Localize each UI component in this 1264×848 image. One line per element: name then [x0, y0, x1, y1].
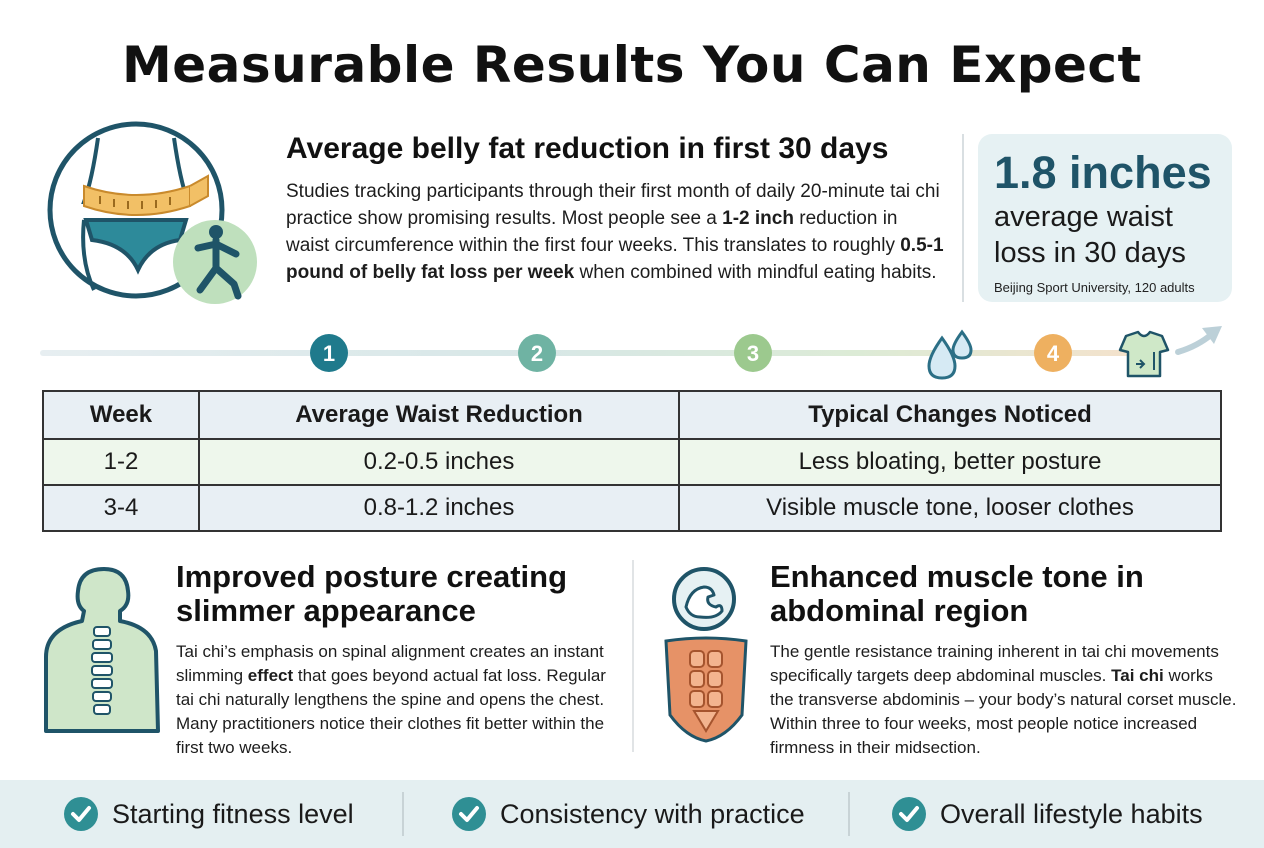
intro-paragraph: Studies tracking participants through th… — [286, 178, 946, 286]
tshirt-icon — [1118, 330, 1170, 378]
muscle-text-2: works the transverse abdominis – your bo… — [770, 666, 1237, 757]
footer-item-label: Starting fitness level — [112, 798, 354, 829]
table-header-row: Week Average Waist Reduction Typical Cha… — [42, 390, 1222, 440]
intro-section: Average belly fat reduction in first 30 … — [286, 132, 946, 286]
stat-value: 1.8 inches — [994, 147, 1212, 198]
timeline-step-1-label: 1 — [323, 341, 335, 366]
muscle-section: Enhanced muscle tone in abdominal region… — [770, 560, 1240, 760]
check-circle-icon — [452, 797, 486, 831]
stat-source: Beijing Sport University, 120 adults — [994, 280, 1195, 295]
table-header-week: Week — [42, 390, 200, 440]
timeline-step-2: 2 — [518, 334, 556, 372]
intro-bold-1: 1-2 inch — [722, 208, 794, 229]
arrow-up-right-icon — [1175, 326, 1222, 355]
table-cell-changes: Visible muscle tone, looser clothes — [678, 484, 1222, 532]
timeline-step-4-label: 4 — [1047, 341, 1060, 366]
posture-text-2: that goes beyond actual fat loss. Regula… — [176, 666, 606, 757]
progress-timeline: 1 2 3 4 — [40, 326, 1222, 380]
footer-item-lifestyle: Overall lifestyle habits — [892, 780, 1203, 848]
table-cell-reduction: 0.8-1.2 inches — [198, 484, 680, 532]
results-table: Week Average Waist Reduction Typical Cha… — [42, 390, 1222, 532]
timeline-step-4: 4 — [1034, 334, 1072, 372]
table-cell-reduction: 0.2-0.5 inches — [198, 438, 680, 486]
muscle-bold-1: Tai chi — [1111, 666, 1164, 685]
stat-label-line1: average waist — [994, 201, 1173, 233]
footer-item-label: Overall lifestyle habits — [940, 798, 1203, 829]
table-cell-week: 3-4 — [42, 484, 200, 532]
table-header-reduction: Average Waist Reduction — [198, 390, 680, 440]
intro-heading: Average belly fat reduction in first 30 … — [286, 132, 889, 165]
water-drops-icon — [927, 329, 973, 380]
timeline-step-3-label: 3 — [747, 341, 759, 366]
check-circle-icon — [64, 797, 98, 831]
spine-posture-icon — [44, 567, 160, 733]
posture-paragraph: Tai chi’s emphasis on spinal alignment c… — [176, 640, 616, 760]
muscle-text-1: The gentle resistance training inherent … — [770, 642, 1219, 685]
timeline-step-2-label: 2 — [531, 341, 543, 366]
intro-text-3: when combined with mindful eating habits… — [574, 262, 937, 283]
posture-text-1: Tai chi’s emphasis on spinal alignment c… — [176, 642, 604, 685]
footer-item-consistency: Consistency with practice — [452, 780, 805, 848]
features-divider — [632, 560, 634, 752]
posture-bold-1: effect — [247, 666, 294, 685]
waist-measure-icon — [47, 121, 257, 304]
check-circle-icon — [892, 797, 926, 831]
intro-divider — [962, 134, 964, 302]
posture-heading: Improved posture creating slimmer appear… — [176, 559, 568, 628]
footer-item-fitness: Starting fitness level — [64, 780, 354, 848]
stat-label-line2: loss in 30 days — [994, 237, 1186, 269]
table-cell-week: 1-2 — [42, 438, 200, 486]
footer-divider — [402, 792, 404, 836]
intro-text-2: reduction in waist circumference within … — [286, 208, 901, 256]
muscle-paragraph: The gentle resistance training inherent … — [770, 640, 1240, 760]
abdominal-muscle-icon — [664, 567, 748, 743]
timeline-step-3: 3 — [734, 334, 772, 372]
intro-bold-2: 0.5-1 pound of belly fat loss per week — [286, 235, 944, 283]
table-cell-changes: Less bloating, better posture — [678, 438, 1222, 486]
page-title: Measurable Results You Can Expect — [122, 36, 1142, 94]
timeline-step-1: 1 — [310, 334, 348, 372]
stat-card: 1.8 inches average waist loss in 30 days… — [978, 134, 1232, 302]
intro-text-1: Studies tracking participants through th… — [286, 181, 940, 229]
footer-divider — [848, 792, 850, 836]
footer-item-label: Consistency with practice — [500, 798, 805, 829]
table-row: 1-2 0.2-0.5 inches Less bloating, better… — [42, 438, 1222, 486]
table-row: 3-4 0.8-1.2 inches Visible muscle tone, … — [42, 484, 1222, 532]
table-header-changes: Typical Changes Noticed — [678, 390, 1222, 440]
muscle-heading: Enhanced muscle tone in abdominal region — [770, 559, 1144, 628]
footer-factors: Starting fitness level Consistency with … — [0, 780, 1264, 848]
posture-section: Improved posture creating slimmer appear… — [176, 560, 616, 760]
